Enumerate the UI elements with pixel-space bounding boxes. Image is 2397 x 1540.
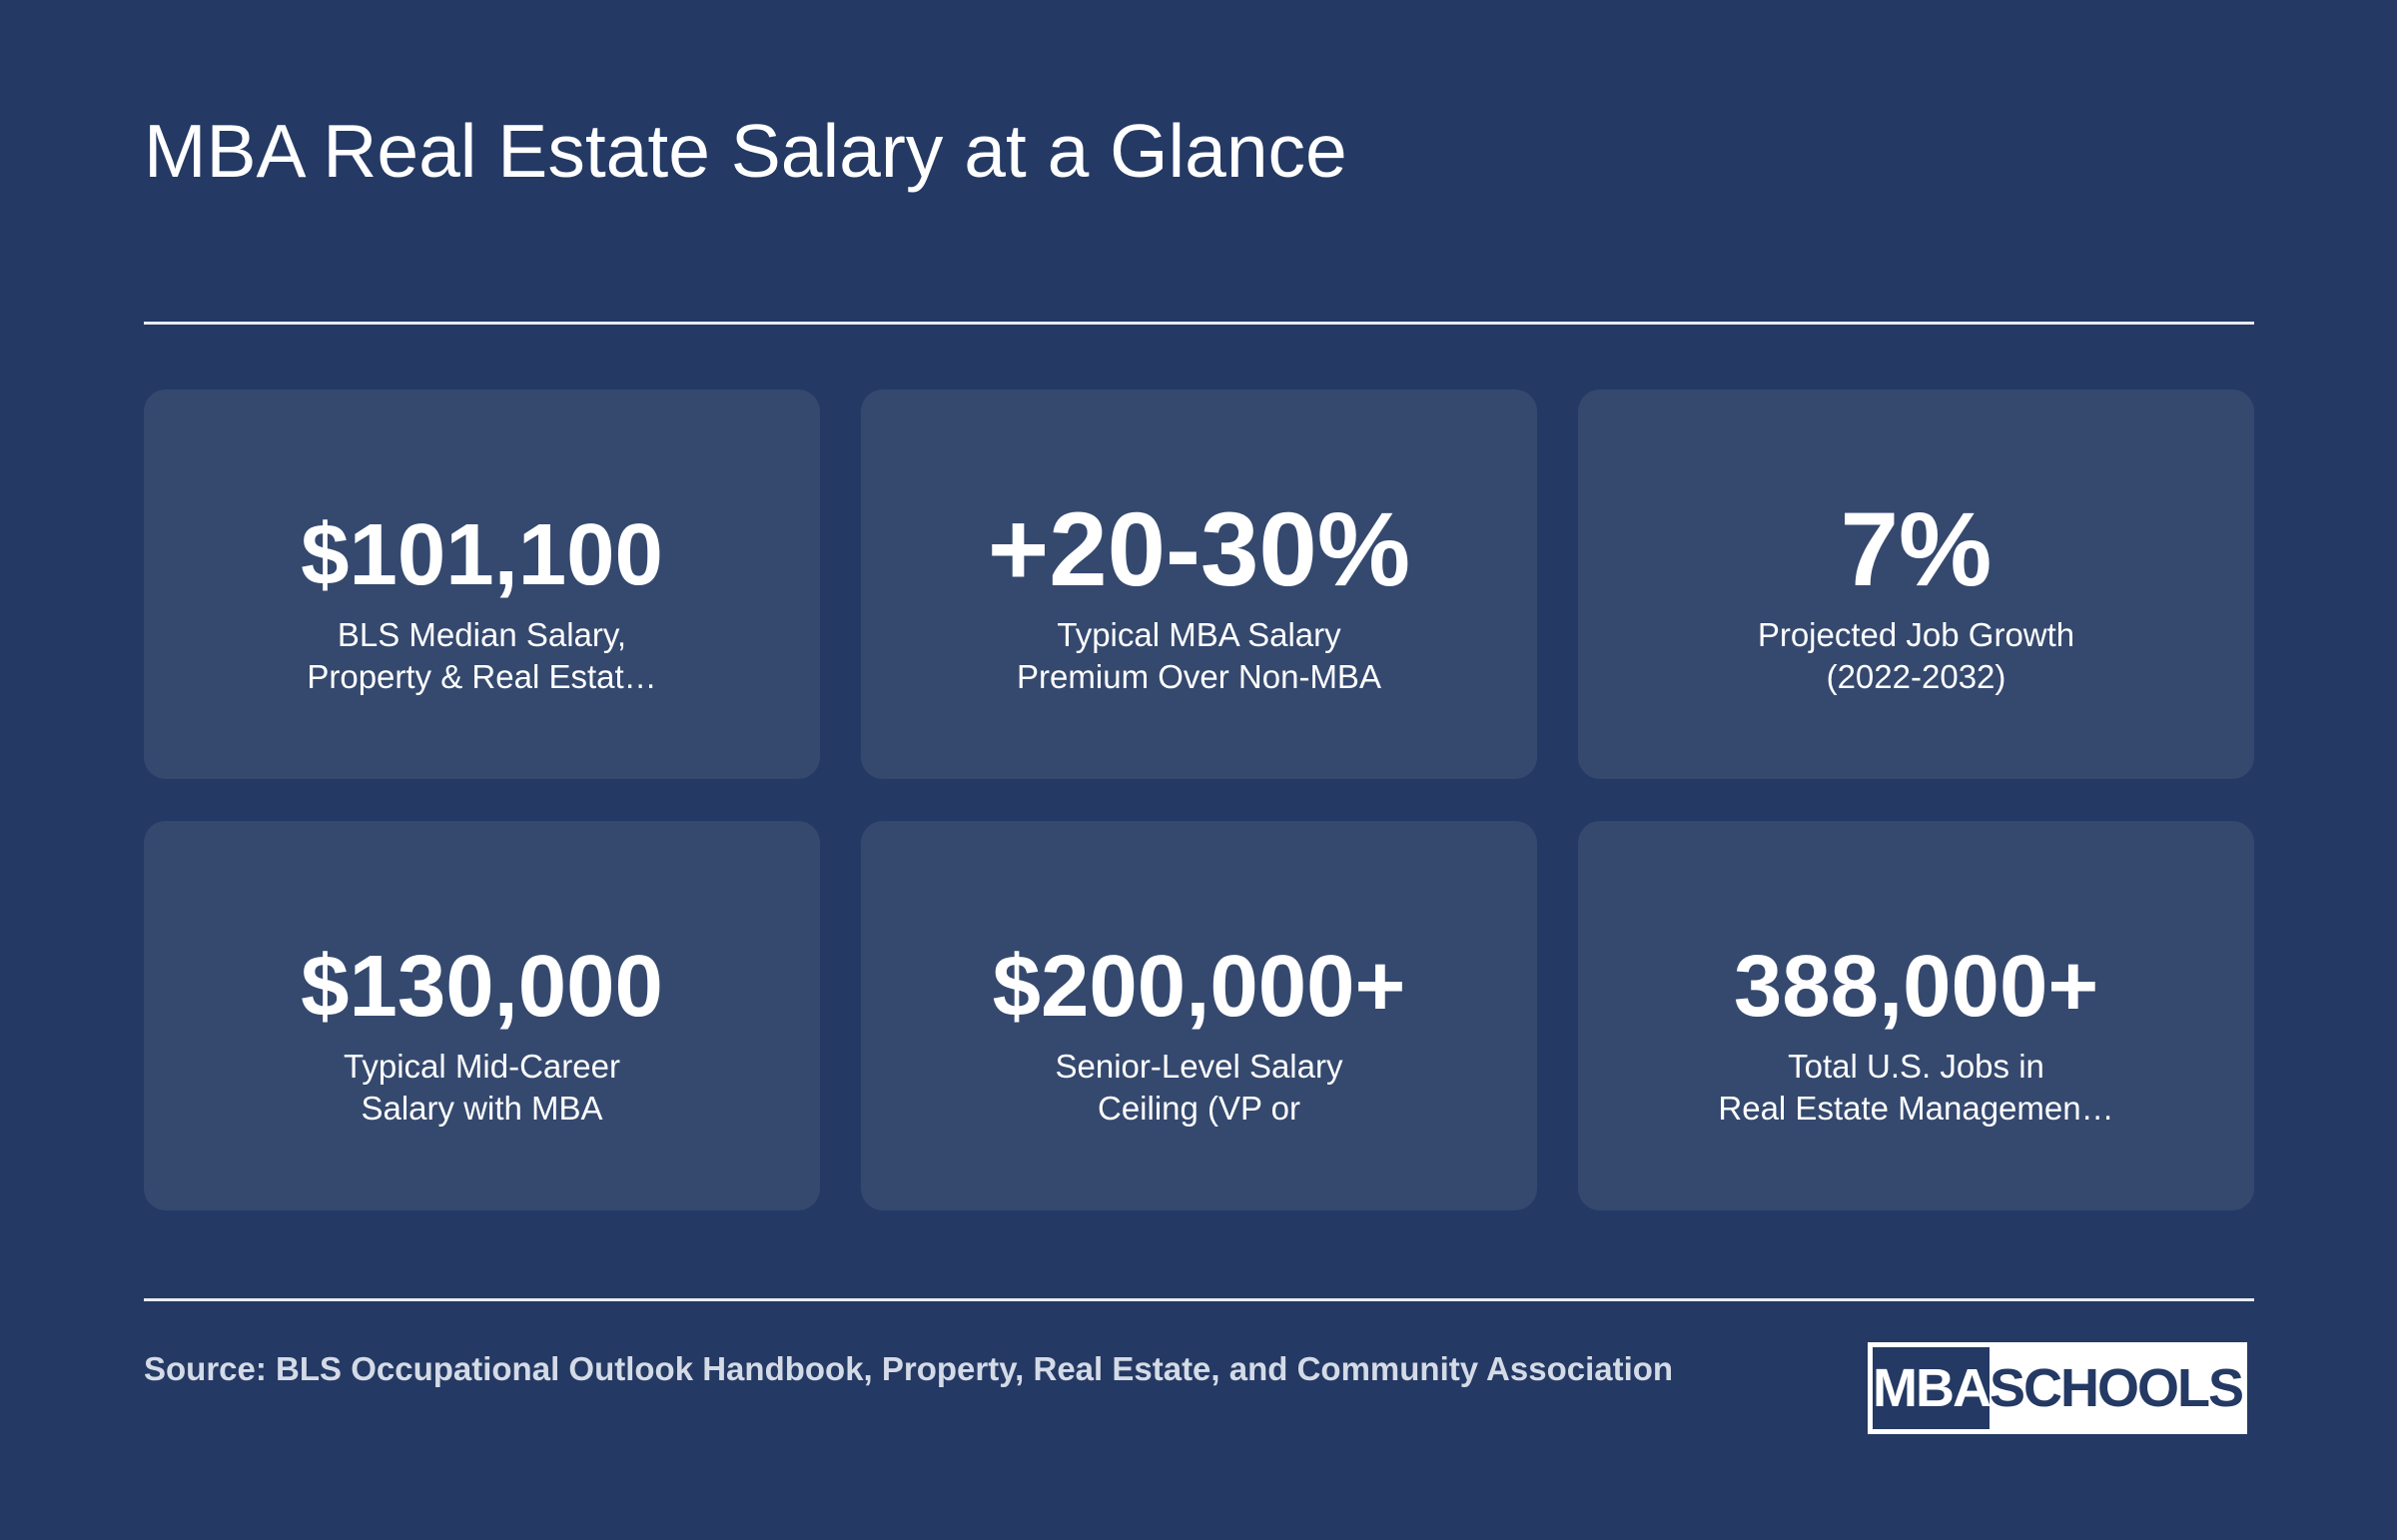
stat-label-line: Ceiling (VP or — [1098, 1090, 1300, 1127]
stat-value: $101,100 — [301, 506, 663, 603]
logo-mba-text: MBA — [1873, 1347, 1992, 1429]
stat-label: Senior-Level Salary Ceiling (VP or — [901, 1046, 1497, 1130]
stat-card-job-growth: 7% Projected Job Growth (2022-2032) — [1578, 389, 2254, 779]
stat-label-line: Senior-Level Salary — [1055, 1048, 1343, 1085]
stat-label-line: (2022-2032) — [1826, 658, 2006, 695]
mba-schools-logo: MBA SCHOOLS — [1868, 1342, 2247, 1434]
stat-label-line: Typical MBA Salary — [1057, 616, 1341, 653]
stat-card-senior-salary: $200,000+ Senior-Level Salary Ceiling (V… — [861, 821, 1537, 1210]
stat-value: 388,000+ — [1733, 938, 2099, 1035]
top-divider — [144, 322, 2254, 325]
stat-card-median-salary: $101,100 BLS Median Salary, Property & R… — [144, 389, 820, 779]
stat-card-mid-career-salary: $130,000 Typical Mid-Career Salary with … — [144, 821, 820, 1210]
stat-label-line: Salary with MBA — [361, 1090, 603, 1127]
stat-label-line: BLS Median Salary, — [337, 616, 627, 653]
stat-value: +20-30% — [987, 491, 1411, 608]
stat-label: BLS Median Salary, Property & Real Estat… — [184, 614, 780, 698]
page-title: MBA Real Estate Salary at a Glance — [144, 109, 1347, 193]
logo-schools-text: SCHOOLS — [1989, 1358, 2244, 1418]
source-citation: Source: BLS Occupational Outlook Handboo… — [144, 1350, 1674, 1387]
stat-label-line: Property & Real Estat… — [307, 658, 657, 695]
stat-label: Total U.S. Jobs in Real Estate Managemen… — [1618, 1046, 2214, 1130]
bottom-divider — [144, 1298, 2254, 1301]
stat-card-total-jobs: 388,000+ Total U.S. Jobs in Real Estate … — [1578, 821, 2254, 1210]
stat-value: 7% — [1840, 491, 1993, 608]
stat-label-line: Typical Mid-Career — [344, 1048, 620, 1085]
stat-value: $130,000 — [301, 938, 663, 1035]
stat-label: Projected Job Growth (2022-2032) — [1618, 614, 2214, 698]
stat-label: Typical Mid-Career Salary with MBA — [184, 1046, 780, 1130]
stat-label-line: Premium Over Non-MBA — [1017, 658, 1381, 695]
stat-card-mba-premium: +20-30% Typical MBA Salary Premium Over … — [861, 389, 1537, 779]
stat-label-line: Total U.S. Jobs in — [1788, 1048, 2044, 1085]
stat-value: $200,000+ — [992, 938, 1406, 1035]
stat-label-line: Real Estate Managemen… — [1718, 1090, 2114, 1127]
stat-label: Typical MBA Salary Premium Over Non-MBA — [901, 614, 1497, 698]
stat-label-line: Projected Job Growth — [1757, 616, 2075, 653]
